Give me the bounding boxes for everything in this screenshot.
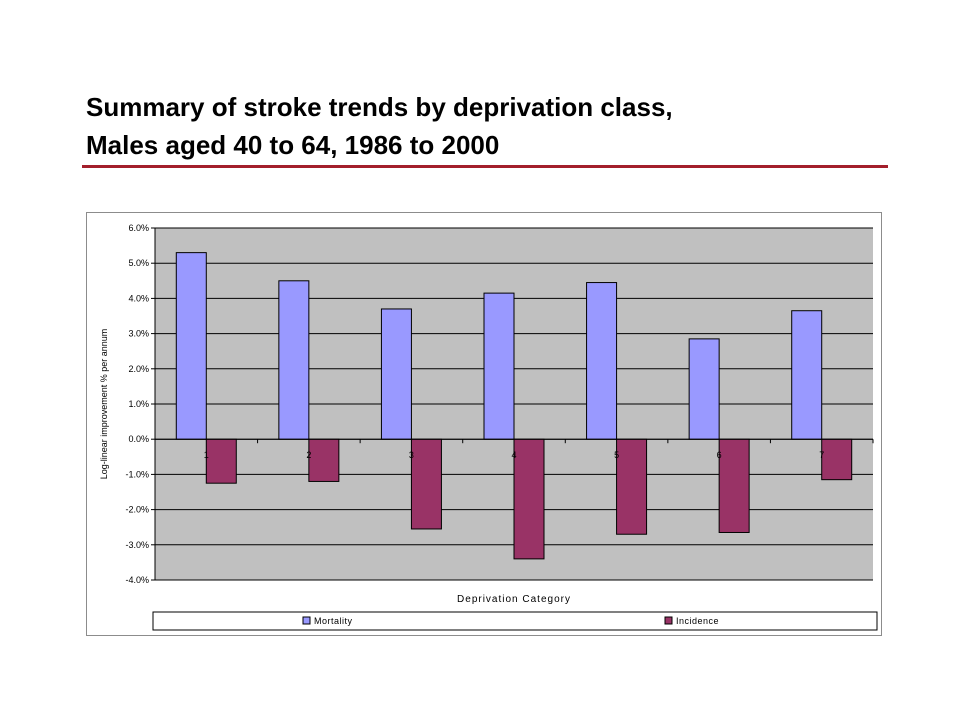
- legend-box: [152, 611, 878, 631]
- bar-mortality-1: [175, 252, 207, 440]
- y-tick-label: 1.0%: [128, 399, 149, 409]
- legend-label-incidence: Incidence: [676, 616, 719, 626]
- y-tick-label: -3.0%: [125, 540, 149, 550]
- bar-incidence-5: [616, 438, 648, 535]
- legend-swatch-mortality: [302, 616, 311, 625]
- slide-title-line-1: Summary of stroke trends by deprivation …: [86, 92, 673, 122]
- bar-mortality-3: [380, 308, 412, 440]
- y-tick-label: 6.0%: [128, 223, 149, 233]
- legend-swatch-incidence: [664, 616, 673, 625]
- y-tick-label: 0.0%: [128, 434, 149, 444]
- legend: Mortality Incidence: [152, 611, 878, 631]
- bar-mortality-5: [586, 282, 618, 440]
- x-tick-label: 6: [717, 450, 722, 460]
- x-tick-label: 2: [306, 450, 311, 460]
- y-tick-label: 2.0%: [128, 364, 149, 374]
- y-tick-label: -1.0%: [125, 469, 149, 479]
- x-tick-marks: [154, 439, 874, 444]
- bar-incidence-1: [205, 438, 237, 484]
- bar-incidence-3: [410, 438, 442, 530]
- bar-mortality-4: [483, 292, 515, 440]
- legend-label-mortality: Mortality: [314, 616, 353, 626]
- bar-mortality-7: [791, 310, 823, 440]
- y-tick-labels: 6.0% 5.0% 4.0% 3.0% 2.0% 1.0% 0.0% -1.0% -2.0% -3…: [125, 223, 149, 585]
- x-tick-label: 7: [819, 450, 824, 460]
- bar-mortality-6: [688, 338, 720, 440]
- x-tick-label: 5: [614, 450, 619, 460]
- x-tick-label: 3: [409, 450, 414, 460]
- bar-incidence-7: [821, 438, 853, 481]
- y-tick-label: 5.0%: [128, 258, 149, 268]
- y-tick-label: 3.0%: [128, 329, 149, 339]
- slide-title: Summary of stroke trends by deprivation …: [86, 88, 886, 164]
- y-tick-label: -2.0%: [125, 505, 149, 515]
- bar-mortality-2: [278, 280, 310, 440]
- x-tick-label: 1: [204, 450, 209, 460]
- bar-incidence-2: [308, 438, 340, 482]
- bar-chart: 6.0% 5.0% 4.0% 3.0% 2.0% 1.0% 0.0% -1.0% -2.0% -3…: [99, 223, 878, 631]
- y-tick-label: -4.0%: [125, 575, 149, 585]
- y-tick-label: 4.0%: [128, 293, 149, 303]
- x-axis-label: Deprivation Category: [457, 594, 571, 605]
- chart-frame: 6.0% 5.0% 4.0% 3.0% 2.0% 1.0% 0.0% -1.0% -2.0% -3…: [86, 212, 882, 636]
- title-divider: [82, 165, 888, 168]
- slide-title-line-2: Males aged 40 to 64, 1986 to 2000: [86, 130, 500, 160]
- bar-incidence-4: [513, 438, 545, 560]
- bar-incidence-6: [718, 438, 750, 533]
- x-tick-labels: 1 2 3 4 5 6 7: [204, 450, 824, 460]
- x-tick-label: 4: [511, 450, 516, 460]
- y-axis-label: Log-linear improvement % per annum: [99, 329, 109, 480]
